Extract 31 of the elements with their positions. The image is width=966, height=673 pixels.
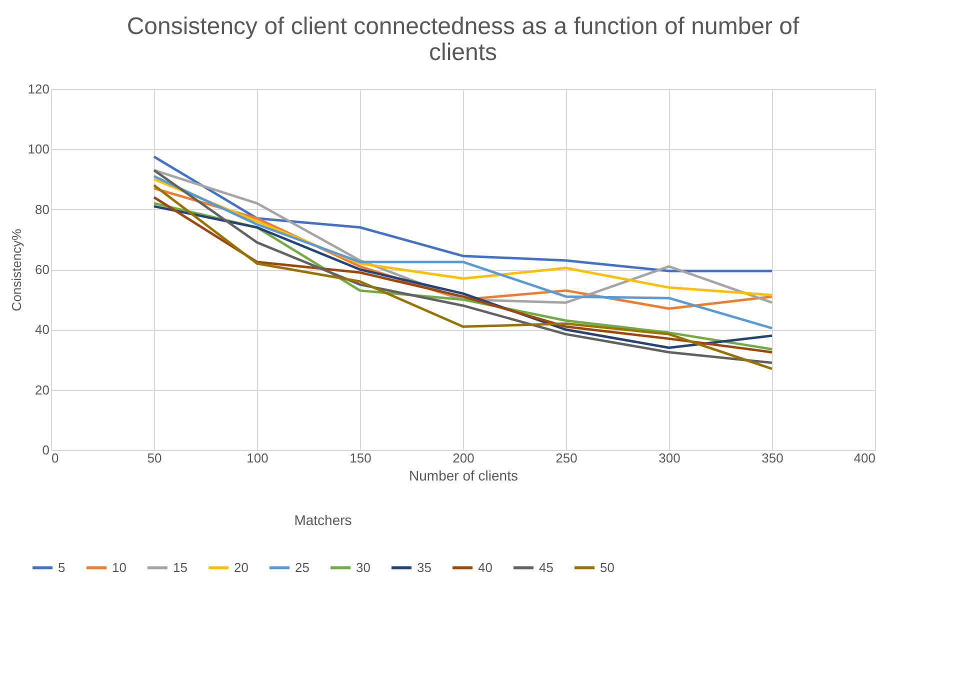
y-tick-label: 120 [28,82,50,96]
x-tick-label: 0 [52,450,59,466]
legend-label: 45 [539,560,554,575]
legend-label: 30 [356,560,370,575]
x-tick-label: 350 [762,450,784,466]
x-tick-label: 50 [147,450,162,466]
x-tick-label: 300 [658,450,680,466]
y-tick-label: 20 [35,382,50,398]
legend-label: 50 [600,560,614,575]
x-tick-label: 150 [350,450,372,466]
x-tick-label: 250 [556,450,578,466]
legend-label: 5 [58,560,66,575]
y-tick-label: 60 [35,262,50,277]
legend-title: Matchers [294,512,352,528]
legend-label: 40 [478,560,492,575]
y-tick-label: 100 [28,142,50,157]
x-axis-title: Number of clients [409,468,518,484]
line-series [152,155,774,272]
x-tick-label: 100 [246,450,268,466]
legend-label: 10 [112,560,126,575]
x-tick-label: 400 [854,450,876,466]
legend-label: 20 [234,560,248,575]
x-tick-label: 200 [452,450,474,466]
line-series [152,174,774,330]
y-tick-label: 80 [35,202,50,217]
y-tick-label: 40 [35,322,50,338]
y-axis-title: Consistency% [8,228,24,312]
chart-title: Consistency of client connectedness as a function of number of clients [126,13,800,66]
legend-label: 25 [295,560,310,575]
legend-label: 15 [173,560,188,575]
legend-label: 35 [417,560,432,575]
